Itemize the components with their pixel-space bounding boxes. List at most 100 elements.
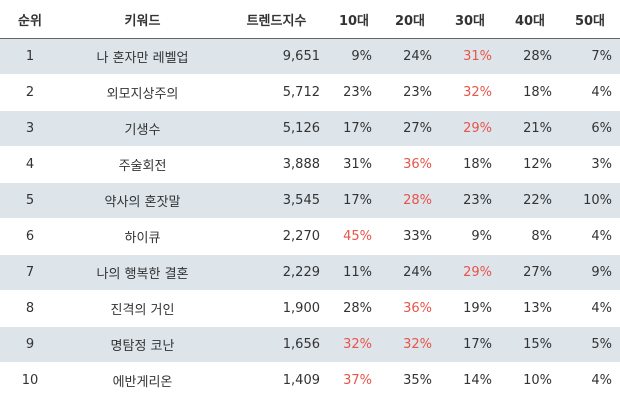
- table-cell: 5: [0, 182, 60, 219]
- table-cell: 36%: [380, 146, 440, 183]
- table-cell: 45%: [328, 218, 380, 255]
- table-cell: 약사의 혼잣말: [60, 182, 225, 219]
- header-cell: 50대: [560, 0, 620, 39]
- table-cell: 5,126: [225, 110, 328, 147]
- table-cell: 36%: [380, 290, 440, 327]
- table-cell: 29%: [440, 254, 500, 291]
- header-cell: 키워드: [60, 0, 225, 39]
- table-cell: 6: [0, 218, 60, 255]
- table-cell: 9%: [328, 38, 380, 75]
- table-cell: 23%: [328, 74, 380, 111]
- table-row: 9 명탐정 코난 1,656 32% 32% 17% 15% 5%: [0, 326, 620, 363]
- table-cell: 5%: [560, 326, 620, 363]
- table-row: 2 외모지상주의 5,712 23% 23% 32% 18% 4%: [0, 74, 620, 111]
- table-cell: 3,545: [225, 182, 328, 219]
- table-cell: 4%: [560, 290, 620, 327]
- table-cell: 19%: [440, 290, 500, 327]
- header-cell: 10대: [328, 0, 380, 39]
- table-cell: 9%: [440, 218, 500, 255]
- table-cell: 9: [0, 326, 60, 363]
- table-cell: 나의 행복한 결혼: [60, 254, 225, 291]
- table-row: 5 약사의 혼잣말 3,545 17% 28% 23% 22% 10%: [0, 182, 620, 219]
- table-cell: 12%: [500, 146, 560, 183]
- table-cell: 7: [0, 254, 60, 291]
- table-row: 10 에반게리온 1,409 37% 35% 14% 10% 4%: [0, 362, 620, 399]
- table-cell: 31%: [440, 38, 500, 75]
- header-cell: 20대: [380, 0, 440, 39]
- table-cell: 33%: [380, 218, 440, 255]
- table-cell: 28%: [500, 38, 560, 75]
- table-cell: 기생수: [60, 110, 225, 147]
- table-cell: 22%: [500, 182, 560, 219]
- table-cell: 24%: [380, 254, 440, 291]
- table-cell: 27%: [500, 254, 560, 291]
- table-cell: 2,270: [225, 218, 328, 255]
- table-cell: 2,229: [225, 254, 328, 291]
- table-cell: 21%: [500, 110, 560, 147]
- table-cell: 4: [0, 146, 60, 183]
- table-cell: 외모지상주의: [60, 74, 225, 111]
- table-cell: 10%: [560, 182, 620, 219]
- table-cell: 28%: [328, 290, 380, 327]
- table-cell: 35%: [380, 362, 440, 399]
- table-cell: 23%: [380, 74, 440, 111]
- table-cell: 17%: [328, 110, 380, 147]
- table-cell: 32%: [380, 326, 440, 363]
- table-cell: 37%: [328, 362, 380, 399]
- table-cell: 3,888: [225, 146, 328, 183]
- table-cell: 1,900: [225, 290, 328, 327]
- table-cell: 10%: [500, 362, 560, 399]
- table-cell: 28%: [380, 182, 440, 219]
- table-cell: 1,409: [225, 362, 328, 399]
- table-cell: 17%: [328, 182, 380, 219]
- table-cell: 24%: [380, 38, 440, 75]
- table-cell: 27%: [380, 110, 440, 147]
- table-cell: 4%: [560, 218, 620, 255]
- header-cell: 트렌드지수: [225, 0, 328, 39]
- table-cell: 명탐정 코난: [60, 326, 225, 363]
- table-cell: 29%: [440, 110, 500, 147]
- table-cell: 2: [0, 74, 60, 111]
- table-row: 4 주술회전 3,888 31% 36% 18% 12% 3%: [0, 146, 620, 183]
- header-cell: 순위: [0, 0, 60, 39]
- table-cell: 23%: [440, 182, 500, 219]
- table-cell: 주술회전: [60, 146, 225, 183]
- table-cell: 32%: [328, 326, 380, 363]
- table-cell: 9%: [560, 254, 620, 291]
- table-cell: 에반게리온: [60, 362, 225, 399]
- table-cell: 1,656: [225, 326, 328, 363]
- table-cell: 15%: [500, 326, 560, 363]
- table-cell: 진격의 거인: [60, 290, 225, 327]
- table-cell: 11%: [328, 254, 380, 291]
- table-cell: 6%: [560, 110, 620, 147]
- table-cell: 8%: [500, 218, 560, 255]
- table-row: 3 기생수 5,126 17% 27% 29% 21% 6%: [0, 110, 620, 147]
- table-cell: 18%: [500, 74, 560, 111]
- table-cell: 4%: [560, 74, 620, 111]
- header-cell: 30대: [440, 0, 500, 39]
- table-row: 6 하이큐 2,270 45% 33% 9% 8% 4%: [0, 218, 620, 255]
- table-row: 7 나의 행복한 결혼 2,229 11% 24% 29% 27% 9%: [0, 254, 620, 291]
- table-cell: 4%: [560, 362, 620, 399]
- table-cell: 나 혼자만 레벨업: [60, 38, 225, 75]
- table-cell: 10: [0, 362, 60, 399]
- table-cell: 3: [0, 110, 60, 147]
- table-cell: 8: [0, 290, 60, 327]
- table-row: 8 진격의 거인 1,900 28% 36% 19% 13% 4%: [0, 290, 620, 327]
- table-cell: 13%: [500, 290, 560, 327]
- table-cell: 하이큐: [60, 218, 225, 255]
- table-cell: 14%: [440, 362, 500, 399]
- table-cell: 5,712: [225, 74, 328, 111]
- table-cell: 9,651: [225, 38, 328, 75]
- header-row: 순위 키워드 트렌드지수 10대 20대 30대 40대 50대: [0, 0, 620, 39]
- table-cell: 3%: [560, 146, 620, 183]
- table-cell: 32%: [440, 74, 500, 111]
- table-cell: 1: [0, 38, 60, 75]
- table-cell: 7%: [560, 38, 620, 75]
- table-cell: 31%: [328, 146, 380, 183]
- header-cell: 40대: [500, 0, 560, 39]
